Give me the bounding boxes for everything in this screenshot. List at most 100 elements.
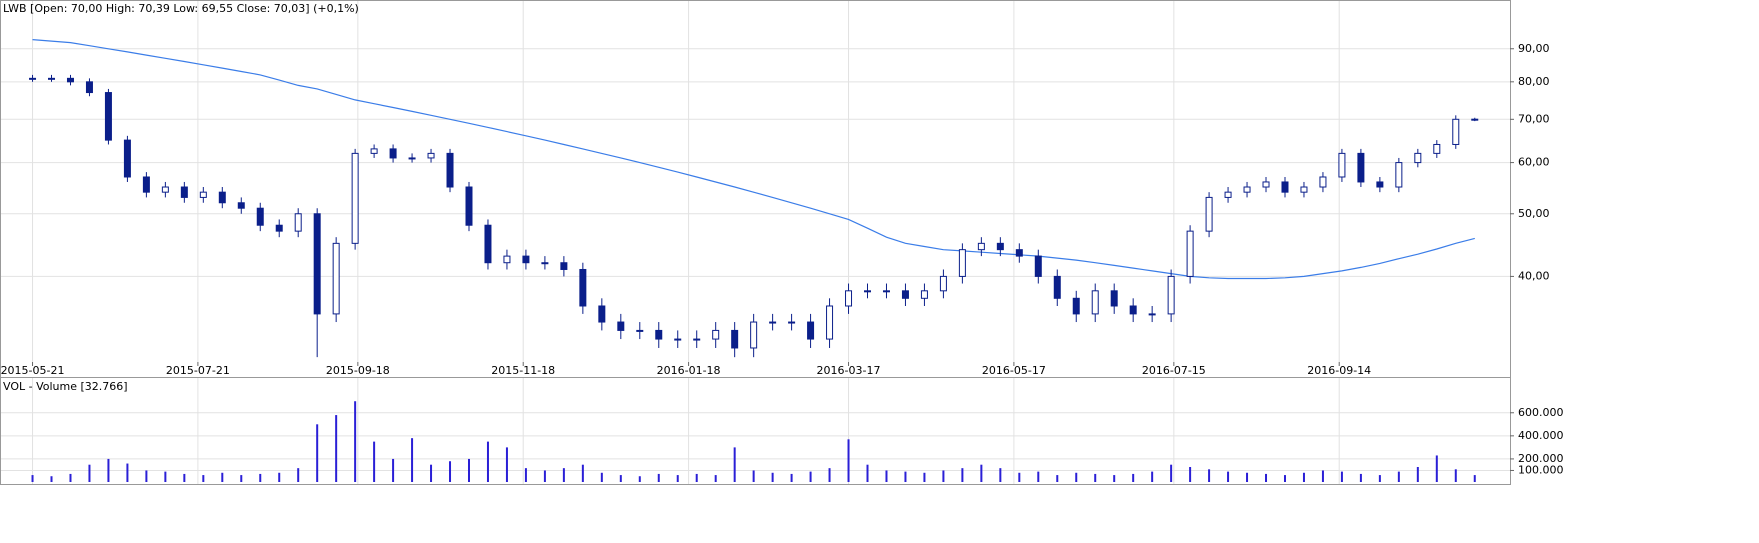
candle-body [807,321,815,340]
volume-bar [619,475,622,482]
candle-body [180,186,188,198]
candle-body [1015,249,1023,257]
volume-bar [31,475,34,482]
volume-bar [1094,473,1097,482]
volume-bar [885,470,888,482]
volume-bar [126,463,129,482]
volume-bar [581,464,584,482]
candle-body [66,77,74,83]
candle-body [769,321,777,324]
candle-body [427,152,435,159]
candle-body [617,321,625,331]
candle-body [560,262,568,270]
candle-body [199,191,207,198]
volume-bar [961,468,964,482]
candle-body [1205,196,1213,232]
volume-bar [69,473,72,482]
volume-bar [866,464,869,482]
candle-body [541,262,549,265]
volume-bar [107,458,110,482]
volume-bar [1265,473,1268,482]
volume-bar [1473,475,1476,482]
candle-body [256,207,264,226]
candle-body [579,268,587,307]
volume-bar [543,470,546,482]
candle-body [446,152,454,188]
candle-body [1452,118,1460,145]
volume-bar [335,415,338,482]
volume-bar [1302,472,1305,482]
candle-body [1319,176,1327,188]
candle-body [1300,186,1308,193]
volume-bar [486,441,489,482]
volume-bar [1018,472,1021,482]
x-tick-label: 2016-03-17 [817,364,881,377]
volume-bar [638,476,641,482]
volume-bar [297,468,300,482]
volume-bar [240,475,243,482]
volume-bar [1113,475,1116,482]
candle-body [275,224,283,232]
candle-body [655,329,663,340]
moving-average [32,39,1475,280]
volume-bar [1132,473,1135,482]
candle-body [1224,191,1232,198]
volume-bar [562,468,565,482]
candle-body [920,290,928,299]
volume-bar [1151,471,1154,482]
volume-bar [695,473,698,482]
candle-body [1167,275,1175,315]
volume-bar [1340,471,1343,482]
candle-body [845,290,853,307]
candle-body [750,321,758,349]
candle-body [484,224,492,264]
volume-bar [923,472,926,482]
volume-bar [1227,471,1230,482]
candle-body [522,255,530,264]
volume-bar [904,471,907,482]
volume-bar [809,471,812,482]
volume-bar [847,439,850,482]
volume-bar [392,458,395,482]
candle-body [1110,290,1118,307]
volume-bar [980,464,983,482]
candle-body [503,255,511,264]
candle-body [712,329,720,340]
y-tick-label: 50,00 [1518,207,1550,220]
volume-bar [354,401,357,482]
volume-bar [828,468,831,482]
candle-body [1186,230,1194,277]
volume-bar [164,471,167,482]
candle-body [788,321,796,324]
volume-bar [1208,469,1211,482]
y-tick-label: 70,00 [1518,112,1550,125]
candle-body [826,305,834,340]
volume-bar [771,472,774,482]
volume-bar [1246,472,1249,482]
x-tick-label: 2015-07-21 [166,364,230,377]
volume-bar [1454,469,1457,482]
volume-bar [259,473,262,482]
candle-body [351,152,359,244]
y-tick-label: 600.000 [1518,406,1564,419]
candle-body [958,249,966,277]
candle-body [161,186,169,193]
volume-bar [1075,472,1078,482]
volume-bar [752,470,755,482]
candle-body [996,242,1004,251]
candle-body [598,305,606,323]
volume-bar [1056,475,1059,482]
candle-body [313,213,321,315]
candle-body [693,338,701,341]
candle-body [1091,290,1099,315]
volume-bar [524,468,527,482]
y-tick-label: 400.000 [1518,429,1564,442]
volume-bar [733,447,736,482]
volume-bar [202,475,205,482]
candle-body [332,242,340,315]
x-tick-label: 2016-07-15 [1142,364,1206,377]
volume-bar [942,470,945,482]
candle-body [48,77,56,80]
candle-body [389,148,397,159]
